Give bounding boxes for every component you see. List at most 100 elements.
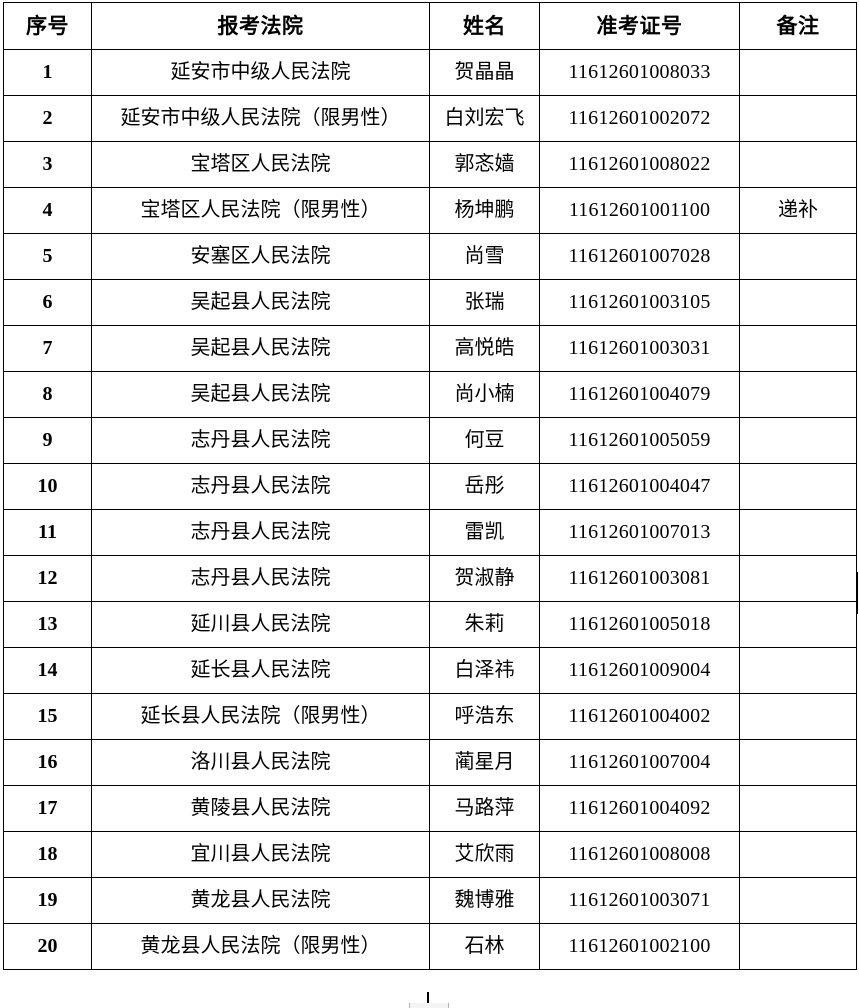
scan-artifact-right-tick	[856, 572, 858, 614]
cell-remark	[739, 647, 857, 694]
cell-name: 何豆	[429, 417, 540, 464]
column-header-remark: 备注	[739, 2, 857, 50]
table-row: 12 志丹县人民法院 贺淑静 11612601003081	[3, 555, 857, 602]
cell-court: 黄龙县人民法院	[91, 877, 430, 924]
cell-seq: 8	[3, 371, 92, 418]
table-row: 18 宜川县人民法院 艾欣雨 11612601008008	[3, 831, 857, 878]
cell-court: 宝塔区人民法院	[91, 141, 430, 188]
cell-remark	[739, 601, 857, 648]
table-row: 19 黄龙县人民法院 魏博雅 11612601003071	[3, 877, 857, 924]
cell-ticket: 11612601002100	[539, 923, 740, 970]
cell-ticket: 11612601004092	[539, 785, 740, 832]
cell-ticket: 11612601005018	[539, 601, 740, 648]
cell-remark	[739, 739, 857, 786]
cell-seq: 4	[3, 187, 92, 234]
cell-name: 尚小楠	[429, 371, 540, 418]
cell-remark	[739, 279, 857, 326]
cell-name: 郭忞嫱	[429, 141, 540, 188]
cell-ticket: 11612601001100	[539, 187, 740, 234]
cell-court: 洛川县人民法院	[91, 739, 430, 786]
cell-ticket: 11612601004002	[539, 693, 740, 740]
cell-ticket: 11612601003081	[539, 555, 740, 602]
table-row: 4 宝塔区人民法院（限男性） 杨坤鹏 11612601001100 递补	[3, 187, 857, 234]
table-header: 序号 报考法院 姓名 准考证号 备注	[3, 2, 857, 50]
table-row: 1 延安市中级人民法院 贺晶晶 11612601008033	[3, 49, 857, 96]
cell-name: 尚雪	[429, 233, 540, 280]
cell-remark	[739, 785, 857, 832]
cell-seq: 10	[3, 463, 92, 510]
column-header-ticket: 准考证号	[539, 2, 740, 50]
cell-court: 黄龙县人民法院（限男性）	[91, 923, 430, 970]
cell-remark	[739, 233, 857, 280]
cell-remark	[739, 877, 857, 924]
cell-seq: 20	[3, 923, 92, 970]
cell-name: 魏博雅	[429, 877, 540, 924]
table-row: 3 宝塔区人民法院 郭忞嫱 11612601008022	[3, 141, 857, 188]
cell-seq: 19	[3, 877, 92, 924]
cell-name: 贺淑静	[429, 555, 540, 602]
cell-court: 吴起县人民法院	[91, 325, 430, 372]
candidate-roster-table: 序号 报考法院 姓名 准考证号 备注 1 延安市中级人民法院 贺晶晶 11612601…	[3, 2, 857, 970]
cell-ticket: 11612601005059	[539, 417, 740, 464]
cell-remark	[739, 831, 857, 878]
cell-ticket: 11612601008033	[539, 49, 740, 96]
cell-name: 张瑞	[429, 279, 540, 326]
table-row: 8 吴起县人民法院 尚小楠 11612601004079	[3, 371, 857, 418]
cell-seq: 9	[3, 417, 92, 464]
cell-ticket: 11612601004047	[539, 463, 740, 510]
table-row: 15 延长县人民法院（限男性） 呼浩东 11612601004002	[3, 693, 857, 740]
cell-court: 吴起县人民法院	[91, 371, 430, 418]
cell-name: 白刘宏飞	[429, 95, 540, 142]
cell-court: 宝塔区人民法院（限男性）	[91, 187, 430, 234]
cell-seq: 17	[3, 785, 92, 832]
cell-seq: 13	[3, 601, 92, 648]
column-header-seq: 序号	[3, 2, 92, 50]
table-row: 5 安塞区人民法院 尚雪 11612601007028	[3, 233, 857, 280]
cell-remark	[739, 371, 857, 418]
cell-remark	[739, 95, 857, 142]
cell-remark: 递补	[739, 187, 857, 234]
cell-ticket: 11612601003105	[539, 279, 740, 326]
cell-seq: 7	[3, 325, 92, 372]
cell-ticket: 11612601008022	[539, 141, 740, 188]
cell-seq: 14	[3, 647, 92, 694]
cell-court: 黄陵县人民法院	[91, 785, 430, 832]
table-row: 16 洛川县人民法院 蔺星月 11612601007004	[3, 739, 857, 786]
header-row: 序号 报考法院 姓名 准考证号 备注	[3, 2, 857, 50]
cell-remark	[739, 325, 857, 372]
cell-name: 雷凯	[429, 509, 540, 556]
scan-artifact-bottom-tick	[427, 992, 429, 1003]
cell-remark	[739, 141, 857, 188]
cell-seq: 6	[3, 279, 92, 326]
cell-court: 志丹县人民法院	[91, 463, 430, 510]
cell-remark	[739, 463, 857, 510]
cell-name: 蔺星月	[429, 739, 540, 786]
column-header-name: 姓名	[429, 2, 540, 50]
cell-name: 石林	[429, 923, 540, 970]
cell-remark	[739, 555, 857, 602]
cell-seq: 15	[3, 693, 92, 740]
table-row: 9 志丹县人民法院 何豆 11612601005059	[3, 417, 857, 464]
table-row: 6 吴起县人民法院 张瑞 11612601003105	[3, 279, 857, 326]
cell-court: 延长县人民法院（限男性）	[91, 693, 430, 740]
cell-name: 高悦皓	[429, 325, 540, 372]
cell-remark	[739, 417, 857, 464]
cell-ticket: 11612601003031	[539, 325, 740, 372]
cell-court: 志丹县人民法院	[91, 417, 430, 464]
cell-name: 朱莉	[429, 601, 540, 648]
table-body: 1 延安市中级人民法院 贺晶晶 11612601008033 2 延安市中级人民法院（限男…	[3, 49, 857, 970]
cell-seq: 1	[3, 49, 92, 96]
cell-court: 安塞区人民法院	[91, 233, 430, 280]
cell-name: 贺晶晶	[429, 49, 540, 96]
cell-name: 岳彤	[429, 463, 540, 510]
cell-name: 杨坤鹏	[429, 187, 540, 234]
table-row: 2 延安市中级人民法院（限男性） 白刘宏飞 11612601002072	[3, 95, 857, 142]
cell-name: 艾欣雨	[429, 831, 540, 878]
cell-court: 宜川县人民法院	[91, 831, 430, 878]
cell-court: 延川县人民法院	[91, 601, 430, 648]
table-row: 7 吴起县人民法院 高悦皓 11612601003031	[3, 325, 857, 372]
cell-ticket: 11612601002072	[539, 95, 740, 142]
cell-remark	[739, 49, 857, 96]
cell-ticket: 11612601008008	[539, 831, 740, 878]
